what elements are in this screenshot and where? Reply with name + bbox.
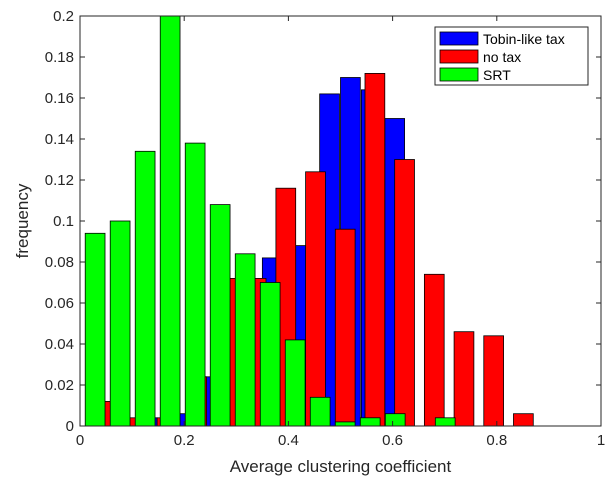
bar-srt — [109, 220, 131, 427]
bar-srt — [134, 150, 156, 427]
series-srt — [84, 15, 456, 427]
bar-srt — [384, 413, 406, 427]
x-tick-label: 0.4 — [278, 432, 299, 449]
y-tick-label: 0.18 — [45, 49, 74, 66]
x-axis-title: Average clustering coefficient — [230, 457, 452, 476]
bar-no-tax — [334, 228, 356, 427]
bar-no-tax — [513, 413, 534, 427]
y-tick-label: 0.2 — [53, 8, 74, 25]
bar-srt — [309, 396, 331, 427]
bar-no-tax — [453, 331, 475, 427]
y-tick-label: 0.1 — [53, 213, 74, 230]
bar-srt — [284, 339, 306, 427]
y-tick-label: 0.06 — [45, 295, 74, 312]
legend-label-no-tax: no tax — [483, 49, 521, 65]
y-tick-label: 0.08 — [45, 254, 74, 271]
x-tick-label: 0.8 — [486, 432, 507, 449]
x-tick-label: 0 — [76, 432, 84, 449]
bar-srt — [359, 417, 381, 427]
bar-no-tax — [423, 273, 445, 427]
y-axis-title: frequency — [13, 183, 32, 258]
bars-layer — [84, 15, 534, 427]
bar-no-tax — [364, 73, 386, 427]
bar-no-tax — [305, 171, 326, 427]
ticks-layer: 0 0.2 0.4 0.6 0.8 1 0 0.02 0.04 0.06 0.08 0.1 0.12 0.… — [45, 8, 605, 449]
y-tick-label: 0.02 — [45, 377, 74, 394]
x-tick-label: 1 — [597, 432, 605, 449]
legend-swatch-no-tax — [439, 49, 479, 64]
bar-no-tax — [394, 159, 415, 427]
bar-srt — [209, 204, 231, 427]
y-tick-label: 0.04 — [45, 336, 74, 353]
legend-swatch-srt — [439, 67, 479, 82]
x-tick-label: 0.6 — [382, 432, 403, 449]
bar-srt — [84, 232, 106, 427]
legend-label-tobin-like-tax: Tobin-like tax — [483, 31, 565, 47]
bar-no-tax — [483, 335, 504, 427]
x-tick-label: 0.2 — [174, 432, 195, 449]
legend-label-srt: SRT — [483, 67, 511, 83]
bar-srt — [434, 417, 456, 427]
legend: Tobin-like tax no tax SRT — [434, 26, 589, 86]
bar-srt — [259, 282, 281, 427]
bar-srt — [184, 142, 206, 427]
bar-srt — [159, 15, 181, 427]
y-tick-label: 0.14 — [45, 131, 74, 148]
bar-srt — [334, 421, 356, 427]
y-tick-label: 0 — [66, 418, 74, 435]
bar-srt — [234, 253, 256, 427]
y-tick-label: 0.16 — [45, 90, 74, 107]
legend-swatch-tobin-like-tax — [439, 31, 479, 46]
y-tick-label: 0.12 — [45, 172, 74, 189]
